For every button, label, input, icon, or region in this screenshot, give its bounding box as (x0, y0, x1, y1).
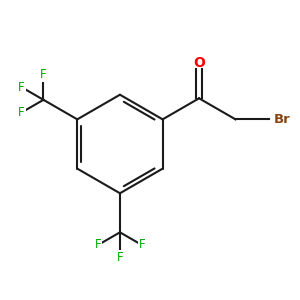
Text: F: F (117, 251, 123, 264)
Text: F: F (18, 106, 25, 119)
Text: F: F (95, 238, 101, 251)
Text: O: O (193, 56, 205, 70)
Text: F: F (40, 68, 47, 81)
Text: Br: Br (273, 113, 290, 126)
Text: F: F (18, 81, 25, 94)
Text: F: F (139, 238, 145, 251)
